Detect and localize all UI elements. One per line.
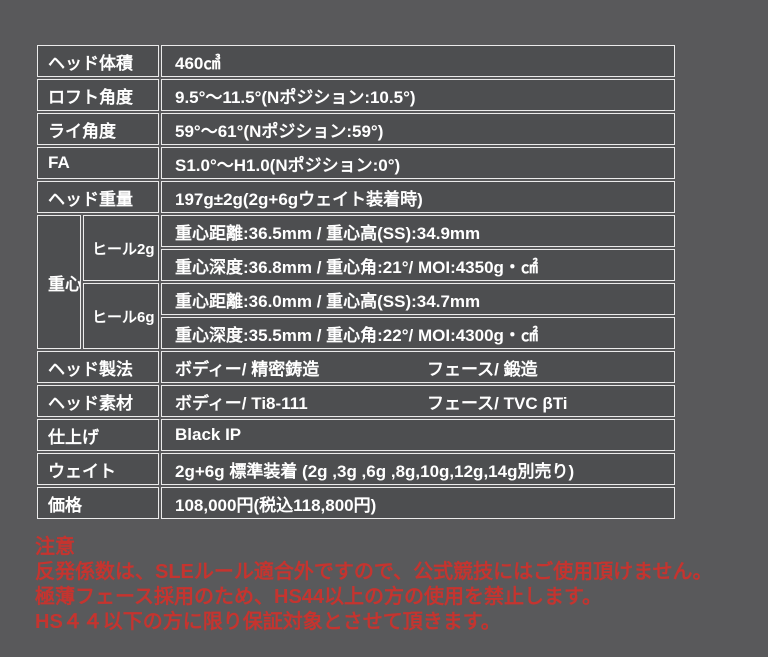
spec-label: 仕上げ [37, 419, 159, 451]
spec-value-face: フェース/ 鍛造 [427, 359, 538, 379]
spec-row-weight-options: ウェイト 2g+6g 標準装着 (2g ,3g ,6g ,8g,10g,12g,… [37, 453, 675, 485]
caution-notes: 注意 反発係数は、SLEルール適合外ですので、公式競技にはご使用頂けません。 極… [35, 535, 765, 635]
spec-value: 重心距離:36.5mm / 重心高(SS):34.9mm [161, 215, 675, 247]
spec-sublabel-heel6g: ヒール6g [83, 283, 159, 349]
spec-value: 197g±2g(2g+6gウェイト装着時) [161, 181, 675, 213]
spec-label: ライ角度 [37, 113, 159, 145]
spec-value: Black IP [161, 419, 675, 451]
spec-value: 重心深度:35.5mm / 重心角:22°/ MOI:4300g・㎠ [161, 317, 675, 349]
spec-label: ロフト角度 [37, 79, 159, 111]
spec-label: 価格 [37, 487, 159, 519]
spec-value: 重心深度:36.8mm / 重心角:21°/ MOI:4350g・㎠ [161, 249, 675, 281]
spec-value-body: ボディー/ 精密鋳造 [175, 359, 320, 379]
spec-row-gravity-heel2g-2: 重心深度:36.8mm / 重心角:21°/ MOI:4350g・㎠ [37, 249, 675, 281]
spec-label: FA [37, 147, 159, 179]
spec-row-gravity-heel6g-2: 重心深度:35.5mm / 重心角:22°/ MOI:4300g・㎠ [37, 317, 675, 349]
spec-row-material: ヘッド素材 ボディー/ Ti8-111 フェース/ TVC βTi [37, 385, 675, 417]
spec-row-loft-angle: ロフト角度 9.5°〜11.5°(Nポジション:10.5°) [37, 79, 675, 111]
spec-row-lie-angle: ライ角度 59°〜61°(Nポジション:59°) [37, 113, 675, 145]
spec-row-price: 価格 108,000円(税込118,800円) [37, 487, 675, 519]
spec-value: 2g+6g 標準装着 (2g ,3g ,6g ,8g,10g,12g,14g別売… [161, 453, 675, 485]
spec-value-body: ボディー/ Ti8-111 [175, 393, 308, 413]
spec-row-head-weight: ヘッド重量 197g±2g(2g+6gウェイト装着時) [37, 181, 675, 213]
spec-row-gravity-heel6g-1: ヒール6g 重心距離:36.0mm / 重心高(SS):34.7mm [37, 283, 675, 349]
spec-row-finish: 仕上げ Black IP [37, 419, 675, 451]
spec-value: 9.5°〜11.5°(Nポジション:10.5°) [161, 79, 675, 111]
spec-label: ヘッド製法 [37, 351, 159, 383]
spec-label: ヘッド素材 [37, 385, 159, 417]
spec-label-gravity: 重心 [37, 215, 81, 349]
spec-label: ウェイト [37, 453, 159, 485]
spec-row-head-volume: ヘッド体積 460㎤ [37, 45, 675, 77]
spec-row-gravity-heel2g-1: 重心 ヒール2g 重心距離:36.5mm / 重心高(SS):34.9mm [37, 215, 675, 349]
spec-value-face: フェース/ TVC βTi [427, 393, 568, 413]
spec-table: ヘッド体積 460㎤ ロフト角度 9.5°〜11.5°(Nポジション:10.5°… [35, 43, 677, 521]
spec-value: 460㎤ [161, 45, 675, 77]
spec-sublabel-heel2g: ヒール2g [83, 215, 159, 281]
spec-value: ボディー/ Ti8-111 フェース/ TVC βTi [161, 385, 675, 417]
caution-line-hs44-warranty: HS４４以下の方に限り保証対象とさせて頂きます。 [35, 611, 501, 633]
spec-value: 108,000円(税込118,800円) [161, 487, 675, 519]
spec-value: 59°〜61°(Nポジション:59°) [161, 113, 675, 145]
caution-line-hs44-ban: 極薄フェース採用のため、HS44以上の方の使用を禁止します。 [35, 586, 603, 608]
spec-label: ヘッド重量 [37, 181, 159, 213]
spec-row-construction: ヘッド製法 ボディー/ 精密鋳造 フェース/ 鍛造 [37, 351, 675, 383]
spec-value: S1.0°〜H1.0(Nポジション:0°) [161, 147, 675, 179]
caution-heading: 注意 [35, 536, 75, 558]
spec-label: ヘッド体積 [37, 45, 159, 77]
spec-row-fa: FA S1.0°〜H1.0(Nポジション:0°) [37, 147, 675, 179]
caution-line-sle: 反発係数は、SLEルール適合外ですので、公式競技にはご使用頂けません。 [35, 561, 713, 583]
spec-value: ボディー/ 精密鋳造 フェース/ 鍛造 [161, 351, 675, 383]
spec-value: 重心距離:36.0mm / 重心高(SS):34.7mm [161, 283, 675, 315]
